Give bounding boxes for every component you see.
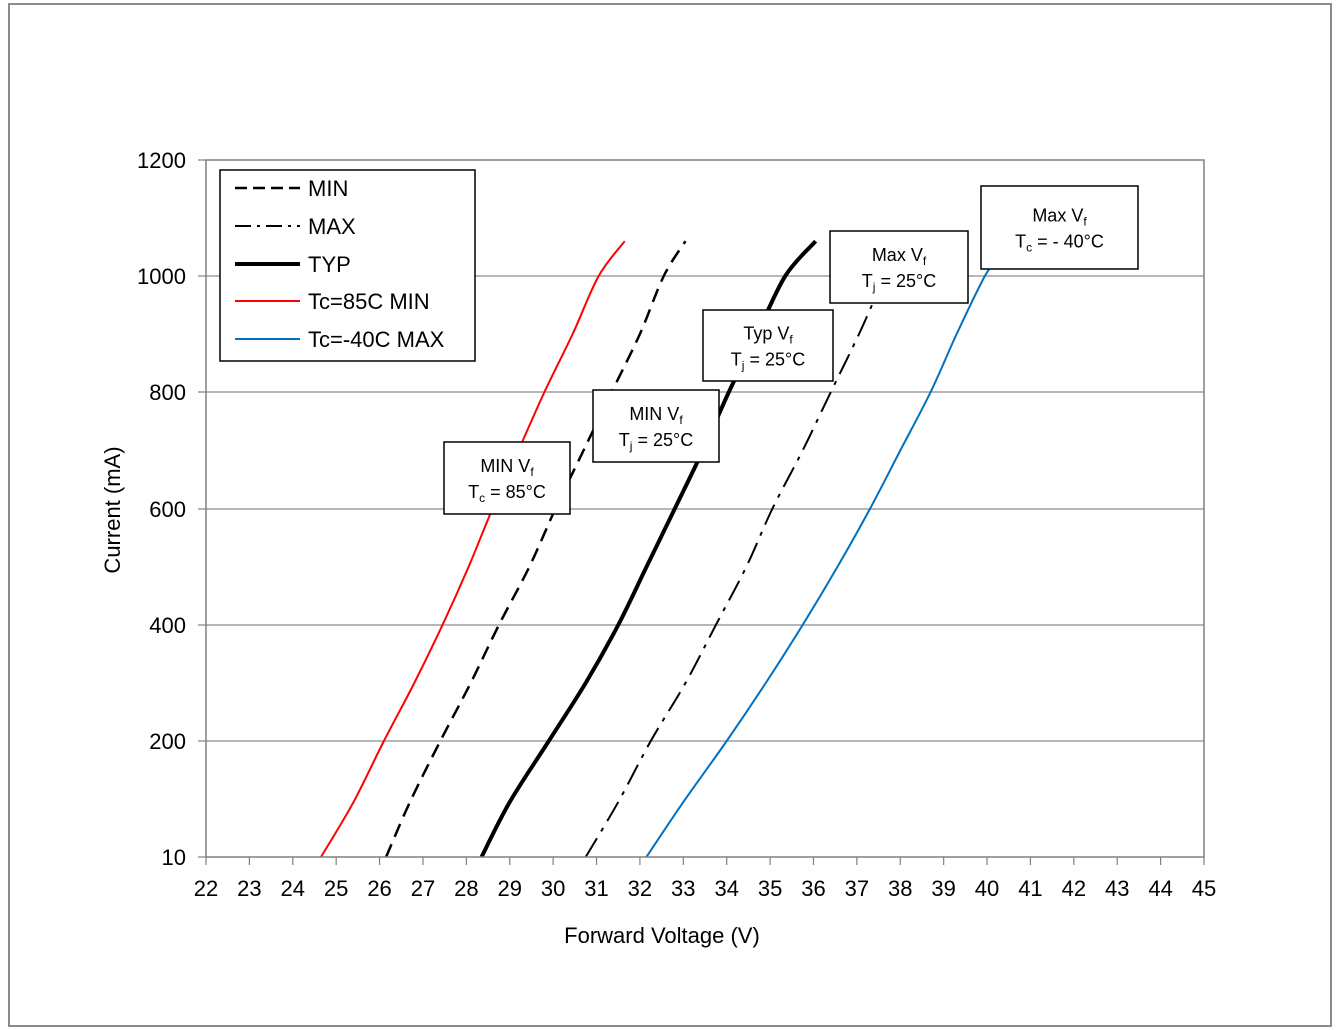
y-tick-labels: 10 200 400 600 800 1000 1200 bbox=[137, 148, 206, 870]
y-tick-label: 600 bbox=[149, 497, 186, 522]
x-tick-label: 40 bbox=[975, 876, 999, 901]
annotation-line2: Tj = 25°C bbox=[862, 271, 936, 294]
annotation-box bbox=[592, 389, 720, 463]
annotation-line1: MIN Vf bbox=[629, 404, 683, 427]
x-axis-title: Forward Voltage (V) bbox=[564, 923, 760, 948]
legend-label-max: MAX bbox=[308, 214, 356, 239]
annotation-box bbox=[443, 441, 571, 515]
x-tick-label: 37 bbox=[845, 876, 869, 901]
y-tick-label: 1000 bbox=[137, 264, 186, 289]
x-tick-label: 31 bbox=[584, 876, 608, 901]
annotation-line1: MIN Vf bbox=[480, 456, 534, 479]
y-axis-title: Current (mA) bbox=[100, 446, 125, 573]
x-tick-label: 36 bbox=[801, 876, 825, 901]
x-tick-label: 44 bbox=[1148, 876, 1172, 901]
series-line-min bbox=[384, 240, 687, 858]
annotation-line1: Max Vf bbox=[1032, 206, 1087, 229]
x-tick-label: 43 bbox=[1105, 876, 1129, 901]
x-tick-label: 38 bbox=[888, 876, 912, 901]
annotation-line2: Tj = 25°C bbox=[731, 350, 805, 373]
series-line-tc-40c-max bbox=[645, 257, 999, 858]
x-tick-label: 24 bbox=[281, 876, 305, 901]
x-tick-label: 41 bbox=[1018, 876, 1042, 901]
legend-label-min: MIN bbox=[308, 176, 348, 201]
x-tick-label: 42 bbox=[1062, 876, 1086, 901]
x-tick-label: 45 bbox=[1192, 876, 1216, 901]
x-tick-label: 28 bbox=[454, 876, 478, 901]
annotation-box bbox=[829, 230, 969, 304]
y-tick-label: 400 bbox=[149, 613, 186, 638]
x-tick-label: 30 bbox=[541, 876, 565, 901]
legend: MIN MAX TYP Tc=85C MIN Tc=-40C MAX bbox=[219, 169, 476, 362]
y-tick-label: 10 bbox=[162, 845, 186, 870]
x-tick-label: 35 bbox=[758, 876, 782, 901]
x-tick-labels: 22 23 24 25 26 27 28 29 30 31 32 33 34 35 36 37 38 39 40 41… bbox=[194, 857, 1216, 901]
x-tick-label: 23 bbox=[237, 876, 261, 901]
y-tick-label: 1200 bbox=[137, 148, 186, 173]
x-tick-label: 34 bbox=[714, 876, 738, 901]
x-tick-label: 33 bbox=[671, 876, 695, 901]
annotation-box bbox=[702, 309, 834, 382]
x-tick-label: 27 bbox=[411, 876, 435, 901]
annotation-line2: Tc = 85°C bbox=[468, 482, 546, 505]
y-tick-label: 200 bbox=[149, 729, 186, 754]
annotations: MIN Vf Tc = 85°C MIN Vf Tj = 25°C Typ Vf Tj =… bbox=[443, 185, 1139, 515]
series-line-max bbox=[584, 240, 906, 858]
annotation-max25: Max Vf Tj = 25°C bbox=[829, 230, 969, 304]
annotation-typ25: Typ Vf Tj = 25°C bbox=[702, 309, 834, 382]
annotation-line2: Tj = 25°C bbox=[619, 430, 693, 453]
x-tick-label: 26 bbox=[367, 876, 391, 901]
legend-label-typ: TYP bbox=[308, 252, 351, 277]
annotation-max40: Max Vf Tc = - 40°C bbox=[980, 185, 1139, 270]
annotation-min25: MIN Vf Tj = 25°C bbox=[592, 389, 720, 463]
series-line-tc-85c-min bbox=[320, 240, 626, 858]
x-tick-label: 32 bbox=[628, 876, 652, 901]
legend-label-tc85-min: Tc=85C MIN bbox=[308, 289, 430, 314]
annotation-min85: MIN Vf Tc = 85°C bbox=[443, 441, 571, 515]
annotation-line1: Max Vf bbox=[872, 245, 927, 268]
x-tick-label: 39 bbox=[931, 876, 955, 901]
legend-label-tc-40-max: Tc=-40C MAX bbox=[308, 327, 445, 352]
annotation-line1: Typ Vf bbox=[743, 324, 793, 347]
x-tick-label: 25 bbox=[324, 876, 348, 901]
annotation-box bbox=[980, 185, 1139, 270]
x-tick-label: 22 bbox=[194, 876, 218, 901]
y-tick-label: 800 bbox=[149, 380, 186, 405]
annotation-line2: Tc = - 40°C bbox=[1015, 232, 1104, 255]
x-tick-label: 29 bbox=[497, 876, 521, 901]
